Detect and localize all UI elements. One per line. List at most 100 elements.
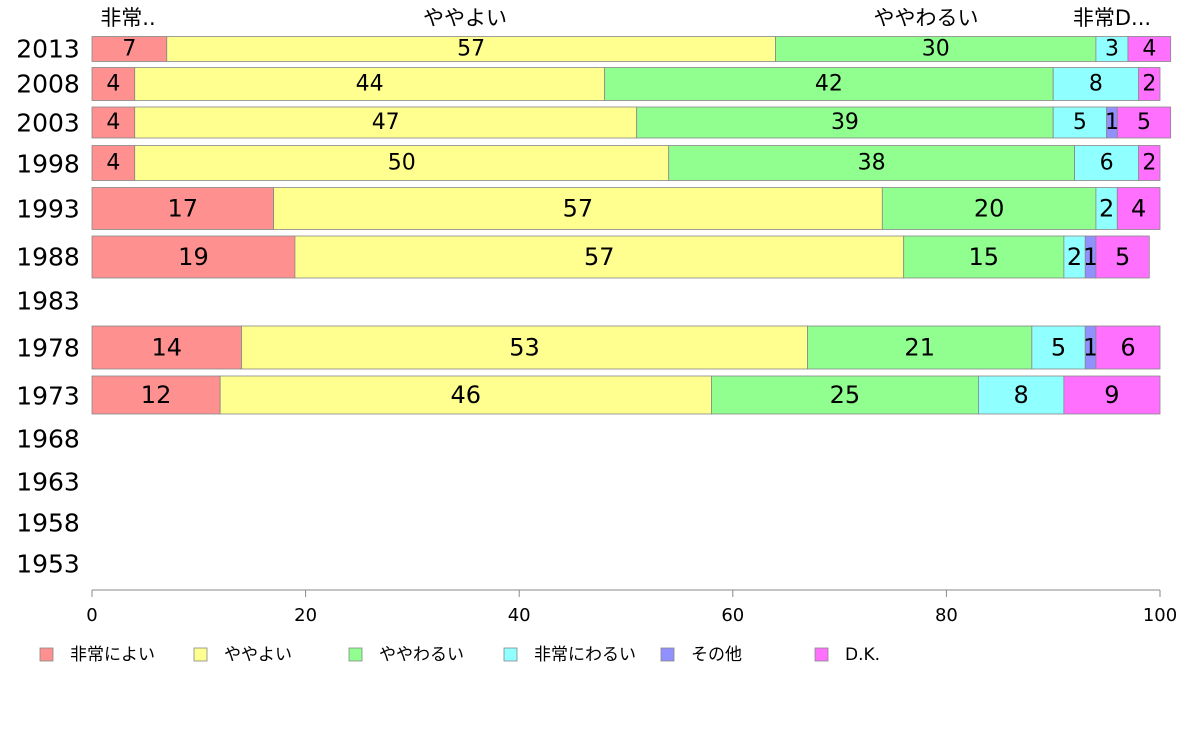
legend-swatch [503, 647, 518, 662]
data-label: 1 [1105, 110, 1119, 135]
bar-segment [91, 325, 242, 370]
data-label: 20 [974, 195, 1005, 223]
bar-segment [1116, 187, 1161, 230]
y-tick-label: 1958 [16, 509, 80, 538]
data-label: 4 [106, 151, 120, 176]
x-tick-label: 0 [86, 605, 97, 626]
x-tick-label: 40 [508, 605, 531, 626]
data-label: 8 [1014, 381, 1029, 409]
data-label: 46 [451, 381, 482, 409]
legend-label: 非常にわるい [534, 645, 636, 665]
legend-label: ややよい [224, 645, 292, 665]
x-tick-label: 80 [935, 605, 958, 626]
bar-segment [1138, 145, 1161, 181]
data-label: 1 [1083, 334, 1098, 362]
data-label: 5 [1051, 334, 1066, 362]
y-tick-label: 1978 [16, 334, 80, 363]
y-tick-label: 1998 [16, 150, 80, 179]
y-tick-label: 2013 [16, 35, 80, 64]
y-tick-label: 1968 [16, 425, 80, 454]
data-label: 12 [141, 381, 172, 409]
bar-segment [91, 375, 221, 415]
data-label: 47 [372, 110, 400, 135]
top-label: ややよい [423, 6, 507, 30]
data-label: 57 [584, 243, 615, 271]
legend-label: その他 [691, 645, 742, 665]
bar-segment [1052, 106, 1107, 139]
data-label: 6 [1100, 151, 1114, 176]
y-tick-label: 1983 [16, 287, 80, 316]
data-label: 5 [1073, 110, 1087, 135]
data-label: 57 [563, 195, 594, 223]
data-label: 8 [1089, 72, 1103, 97]
top-label: ややわるい [874, 6, 979, 30]
data-label: 14 [151, 334, 182, 362]
bar-segment [166, 36, 776, 62]
bar-segment [1138, 67, 1161, 101]
top-labels: 非常.. ややよい ややわるい 非常D... [100, 6, 1151, 30]
data-label: 38 [858, 151, 886, 176]
bar-segment [294, 235, 905, 279]
data-label: 42 [815, 72, 843, 97]
data-label: 4 [106, 110, 120, 135]
data-label: 6 [1120, 334, 1135, 362]
x-tick-label: 60 [721, 605, 744, 626]
bar-segment [636, 106, 1054, 139]
y-tick-label: 1963 [16, 468, 80, 497]
bars: 7 57 30 3 44 44 42 8 24 47 39 5 1 54 50 38 6 217 57 20 2 419 5… [91, 36, 1172, 415]
data-label: 44 [356, 72, 384, 97]
data-label: 19 [178, 243, 209, 271]
bar-segment [1127, 36, 1172, 62]
data-label: 3 [1105, 37, 1119, 62]
bar-segment [775, 36, 1097, 62]
data-label: 39 [831, 110, 859, 135]
bar-segment [134, 145, 670, 181]
legend: 非常によい ややよい ややわるい 非常にわるい その他 D.K. [39, 645, 880, 665]
bar-segment [219, 375, 712, 415]
data-label: 50 [388, 151, 416, 176]
top-label: 非常.. [100, 6, 155, 30]
bar-segment [1116, 106, 1172, 139]
data-label: 2 [1067, 243, 1082, 271]
legend-swatch [660, 647, 675, 662]
bar-segment [881, 187, 1097, 230]
data-label: 1 [1083, 243, 1098, 271]
data-label: 15 [969, 243, 1000, 271]
bar-segment [91, 67, 136, 101]
data-label: 21 [904, 334, 935, 362]
y-tick-label: 2003 [16, 109, 80, 138]
data-label: 4 [1142, 37, 1156, 62]
data-label: 5 [1137, 110, 1151, 135]
data-label: 2 [1142, 72, 1156, 97]
legend-label: D.K. [845, 645, 880, 665]
legend-swatch [814, 647, 829, 662]
bar-segment [134, 106, 638, 139]
x-tick-label: 100 [1143, 605, 1177, 626]
data-label: 2 [1142, 151, 1156, 176]
data-label: 4 [106, 72, 120, 97]
data-label: 53 [509, 334, 540, 362]
legend-swatch [193, 647, 208, 662]
y-axis-labels: 2013 2008 2003 1998 1993 1988 1983 1978 1973 1968… [16, 35, 80, 579]
bar-segment [1063, 375, 1161, 415]
bar-segment [1074, 145, 1140, 181]
bar-segment [91, 36, 168, 62]
bar-segment [241, 325, 808, 370]
bar-segment [1095, 235, 1150, 279]
data-label: 2 [1099, 195, 1114, 223]
legend-swatch [348, 647, 363, 662]
data-label: 9 [1104, 381, 1119, 409]
bar-segment [91, 106, 136, 139]
legend-label: 非常によい [70, 645, 155, 665]
bar-segment [1052, 67, 1140, 101]
bar-segment [1095, 325, 1161, 370]
legend-label: ややわるい [379, 645, 464, 665]
y-tick-label: 1973 [16, 382, 80, 411]
data-label: 17 [168, 195, 199, 223]
y-tick-label: 2008 [16, 70, 80, 99]
data-label: 25 [830, 381, 861, 409]
x-axis: 0 20 40 60 80 100 [86, 589, 1177, 626]
y-tick-label: 1953 [16, 550, 80, 579]
bar-segment [903, 235, 1065, 279]
